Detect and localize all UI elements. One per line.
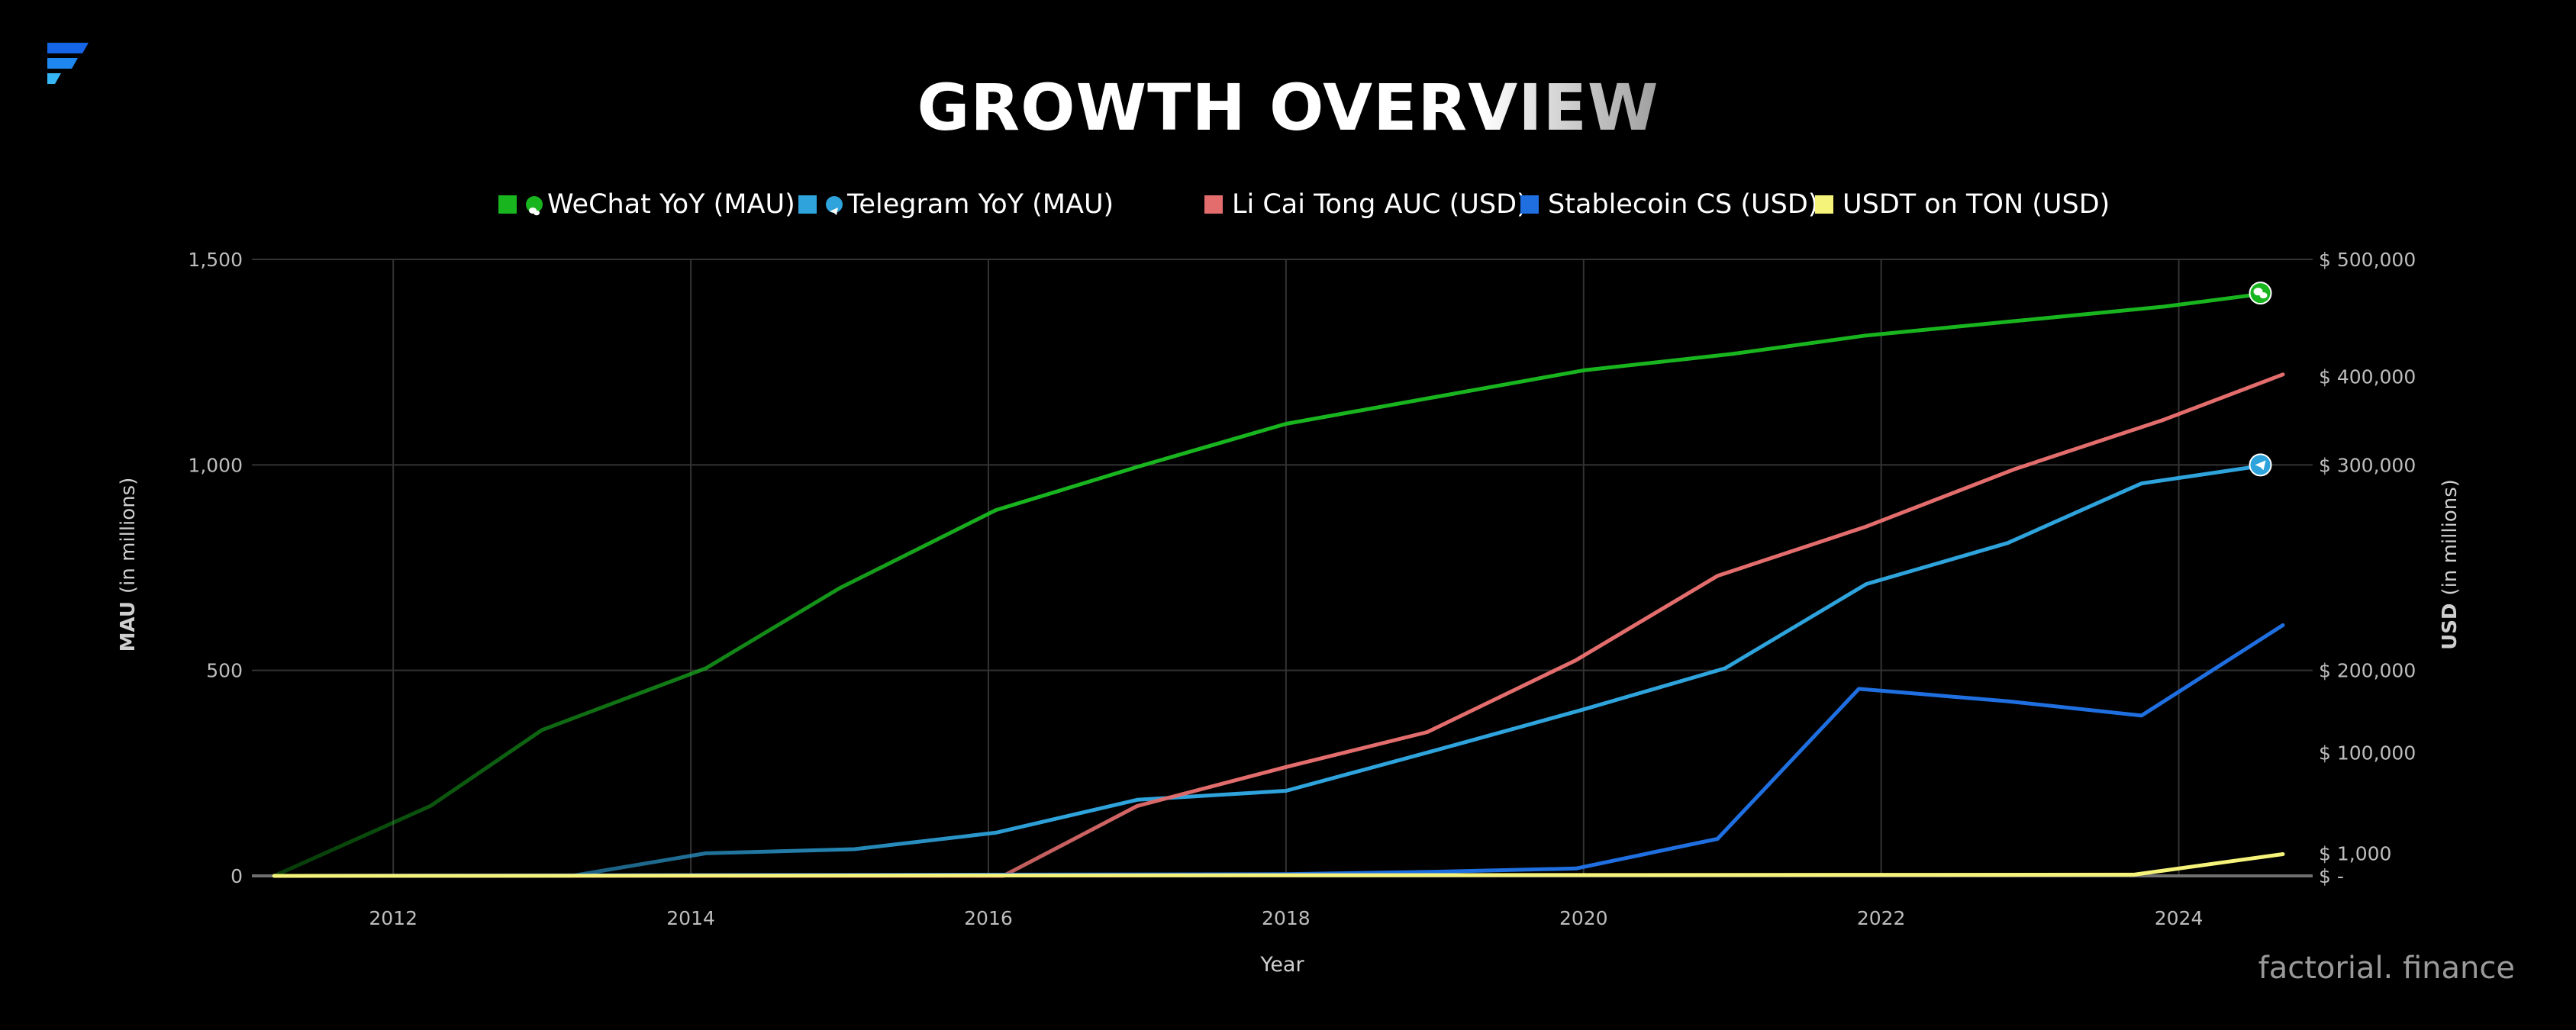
legend-label-licaitong: Li Cai Tong AUC (USD)	[1232, 189, 1527, 220]
chart-title: GROWTH OVERVIEW	[917, 70, 1659, 145]
y-left-tick-label: 0	[231, 865, 243, 887]
series-line-wechat	[272, 291, 2270, 878]
legend-label-usdt-ton: USDT on TON (USD)	[1843, 189, 2110, 220]
legend-swatch-licaitong	[1204, 195, 1223, 214]
y-axis-left-title: MAU	[117, 601, 140, 652]
legend-item-stablecoin: Stablecoin CS (USD)	[1520, 185, 1818, 224]
axes: Year MAU (in millions) USD (in millions)	[117, 478, 2462, 977]
x-tick-label: 2014	[666, 907, 715, 929]
y-axis-left-unit: (in millions)	[117, 478, 140, 594]
legend-label-telegram: Telegram YoY (MAU)	[847, 189, 1114, 220]
y-axis-right-title: USD	[2439, 604, 2462, 650]
x-axis-label: Year	[1259, 953, 1304, 977]
series-line-licaitong	[272, 372, 2285, 878]
x-tick-label: 2024	[2155, 907, 2204, 929]
y-axis-right-unit: (in millions)	[2439, 479, 2462, 595]
legend-item-usdt-ton: USDT on TON (USD)	[1815, 185, 2110, 224]
y-left-tick-label: 500	[206, 660, 243, 682]
title-container: GROWTH OVERVIEW	[0, 70, 2576, 145]
y-axis-left-label: MAU (in millions)	[117, 478, 140, 652]
legend-swatch-wechat	[498, 195, 517, 214]
series-line-usdt-ton	[272, 852, 2285, 878]
y-left-tick-label: 1,500	[188, 249, 243, 271]
legend: WeChat YoY (MAU) Telegram YoY (MAU) Li C…	[0, 185, 2576, 224]
series-lines	[272, 291, 2285, 878]
x-tick-label: 2016	[964, 907, 1013, 929]
legend-swatch-usdt-ton	[1815, 195, 1833, 214]
y-right-tick-label: $ 100,000	[2319, 742, 2416, 764]
y-right-tick-label: $ 200,000	[2319, 660, 2416, 682]
y-left-tick-label: 1,000	[188, 454, 243, 476]
factorial-logo-icon	[44, 43, 90, 92]
tick-labels: 0 500 1,000 1,500 2012 2014 2016 2018 2020 2022 20…	[188, 249, 2416, 929]
x-tick-label: 2018	[1262, 907, 1311, 929]
legend-item-wechat: WeChat YoY (MAU)	[498, 185, 795, 224]
y-right-tick-label: $ 300,000	[2319, 454, 2416, 476]
legend-label-wechat: WeChat YoY (MAU)	[547, 189, 795, 220]
y-right-tick-label: $ 1,000	[2319, 842, 2391, 864]
series-line-telegram	[272, 462, 2270, 878]
series-line-stablecoin	[272, 623, 2285, 878]
legend-label-stablecoin: Stablecoin CS (USD)	[1548, 189, 1819, 220]
legend-swatch-stablecoin	[1520, 195, 1539, 214]
x-tick-label: 2022	[1857, 907, 1906, 929]
series-end-markers	[2249, 282, 2272, 477]
wechat-end-marker-icon	[2249, 282, 2272, 305]
wechat-icon	[526, 196, 543, 216]
legend-item-telegram: Telegram YoY (MAU)	[798, 185, 1114, 224]
legend-swatch-telegram	[798, 195, 817, 214]
y-axis-right-label: USD (in millions)	[2439, 479, 2462, 650]
legend-item-licaitong: Li Cai Tong AUC (USD)	[1204, 185, 1527, 224]
telegram-end-marker-icon	[2249, 453, 2272, 477]
y-right-tick-label: $ 500,000	[2319, 249, 2416, 271]
x-tick-label: 2020	[1559, 907, 1608, 929]
grid-lines	[252, 259, 2313, 877]
x-tick-label: 2012	[369, 907, 418, 929]
y-right-tick-label: $ 400,000	[2319, 366, 2416, 388]
telegram-icon	[826, 196, 843, 215]
y-right-tick-label: $ -	[2319, 865, 2344, 887]
watermark: factorial. finance	[2258, 951, 2515, 986]
